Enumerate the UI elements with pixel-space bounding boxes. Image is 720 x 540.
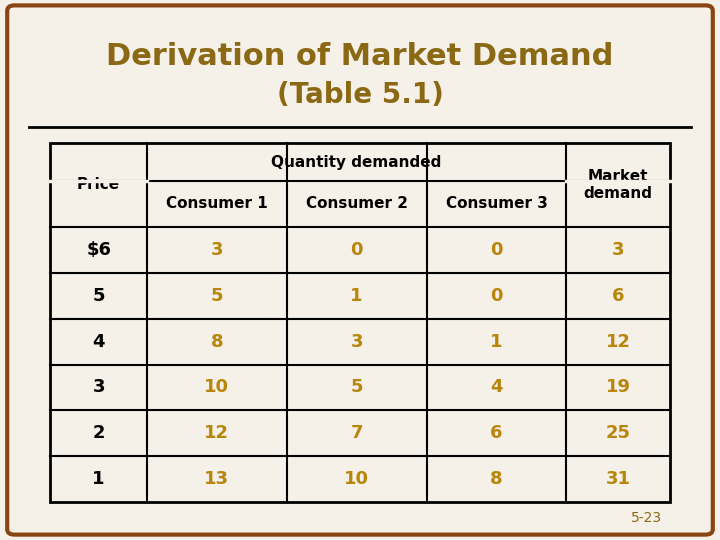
Text: 4: 4 — [92, 333, 105, 350]
Text: 7: 7 — [351, 424, 363, 442]
Text: (Table 5.1): (Table 5.1) — [276, 80, 444, 109]
Text: 0: 0 — [490, 241, 503, 259]
Text: Consumer 2: Consumer 2 — [306, 197, 408, 212]
Text: 10: 10 — [204, 379, 230, 396]
Text: 5: 5 — [351, 379, 363, 396]
Text: 12: 12 — [606, 333, 631, 350]
Text: Quantity demanded: Quantity demanded — [271, 154, 442, 170]
Text: 5-23: 5-23 — [631, 511, 662, 525]
Text: 5: 5 — [211, 287, 223, 305]
Text: $6: $6 — [86, 241, 111, 259]
Text: 8: 8 — [210, 333, 223, 350]
Text: Consumer 3: Consumer 3 — [446, 197, 547, 212]
Text: 2: 2 — [92, 424, 105, 442]
Text: 10: 10 — [344, 470, 369, 488]
Text: 6: 6 — [612, 287, 624, 305]
Text: 25: 25 — [606, 424, 631, 442]
Text: 1: 1 — [490, 333, 503, 350]
Text: 3: 3 — [211, 241, 223, 259]
Text: 4: 4 — [490, 379, 503, 396]
FancyBboxPatch shape — [7, 5, 713, 535]
Text: 3: 3 — [612, 241, 624, 259]
Text: 12: 12 — [204, 424, 230, 442]
Text: Derivation of Market Demand: Derivation of Market Demand — [107, 42, 613, 71]
Text: 6: 6 — [490, 424, 503, 442]
Text: 5: 5 — [92, 287, 105, 305]
Text: 0: 0 — [490, 287, 503, 305]
Text: 1: 1 — [351, 287, 363, 305]
Bar — [50, 143, 670, 502]
Text: Market
demand: Market demand — [583, 169, 652, 201]
Text: 3: 3 — [92, 379, 105, 396]
Text: 1: 1 — [92, 470, 105, 488]
Text: 19: 19 — [606, 379, 631, 396]
Text: 13: 13 — [204, 470, 230, 488]
Text: Consumer 1: Consumer 1 — [166, 197, 268, 212]
Text: 0: 0 — [351, 241, 363, 259]
Text: 8: 8 — [490, 470, 503, 488]
Text: Price: Price — [77, 178, 120, 192]
Text: 31: 31 — [606, 470, 631, 488]
Text: 3: 3 — [351, 333, 363, 350]
